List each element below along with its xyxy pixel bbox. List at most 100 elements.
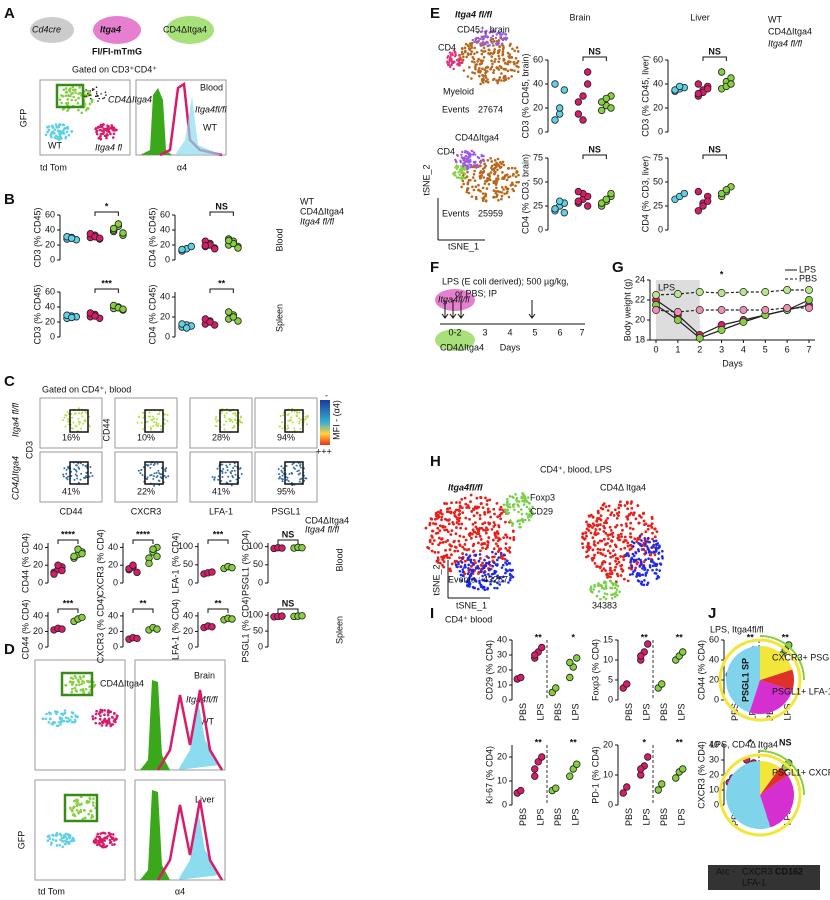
cell-dot: [105, 136, 108, 140]
cell-dot: [67, 842, 71, 845]
label: Gated on CD4⁺, blood: [42, 384, 131, 394]
cell-dot: [617, 538, 620, 541]
cell-dot: [471, 71, 474, 74]
cell-dot: [474, 38, 478, 41]
cell-dot: [482, 50, 485, 53]
label: 0-2: [448, 327, 461, 337]
data-point: [602, 94, 611, 103]
cell-dot: [68, 836, 72, 840]
cell-dot: [491, 62, 494, 66]
label: Spleen: [274, 304, 284, 332]
label: CD4⁺ blood: [445, 614, 492, 624]
cell-dot: [483, 162, 486, 166]
cell-dot: [82, 476, 85, 479]
cell-dot: [598, 539, 602, 543]
label: 10%: [137, 432, 155, 442]
cell-dot: [74, 473, 77, 476]
cell-dot: [630, 500, 634, 504]
y-tick-label: 100: [248, 541, 263, 551]
cell-dot: [481, 546, 484, 550]
cell-dot: [637, 548, 640, 551]
significance: NS: [588, 46, 601, 56]
cell-dot: [99, 132, 103, 136]
cell-dot: [596, 584, 600, 587]
cell-dot: [493, 159, 497, 162]
cell-dot: [78, 407, 81, 410]
x-tick-label: LPS: [536, 808, 546, 825]
cell-dot: [613, 595, 617, 598]
cell-dot: [78, 86, 81, 89]
cell-dot: [504, 546, 508, 550]
cell-dot: [489, 36, 493, 39]
cell-dot: [74, 469, 77, 472]
cell-dot: [494, 536, 498, 539]
cell-dot: [644, 551, 648, 555]
cell-dot: [489, 67, 493, 70]
data-point: [229, 313, 238, 321]
cell-dot: [228, 480, 231, 483]
cell-dot: [598, 528, 602, 531]
cell-dot: [504, 36, 507, 39]
cell-dot: [440, 518, 443, 522]
cell-dot: [156, 475, 159, 478]
cell-dot: [471, 562, 475, 565]
cell-dot: [631, 527, 635, 531]
cell-dot: [479, 584, 483, 587]
cell-dot: [484, 32, 487, 35]
cell-dot: [157, 469, 160, 472]
cell-dot: [524, 518, 527, 522]
cell-dot: [485, 29, 488, 33]
data-point: [234, 317, 242, 325]
cell-dot: [95, 91, 98, 93]
cell-dot: [499, 35, 503, 39]
y-axis-label: CD29 (% CD4): [484, 640, 494, 700]
cell-dot: [145, 463, 148, 466]
cell-dot: [159, 425, 162, 428]
cell-dot: [229, 418, 232, 421]
label: Events: [442, 104, 470, 114]
frame: [189, 451, 253, 503]
cell-dot: [475, 496, 479, 500]
cell-dot: [469, 568, 473, 571]
data-point: [619, 789, 627, 797]
data-point: [623, 783, 631, 791]
cell-dot: [474, 195, 478, 199]
cell-dot: [83, 93, 87, 97]
cell-dot: [450, 501, 453, 505]
cell-dot: [484, 199, 488, 203]
cell-dot: [431, 542, 434, 546]
cell-dot: [598, 566, 602, 570]
cell-dot: [610, 581, 614, 585]
cell-dot: [83, 102, 87, 106]
cell-dot: [609, 513, 613, 517]
cell-dot: [455, 521, 459, 524]
cell-dot: [599, 506, 603, 510]
cell-dot: [51, 722, 55, 725]
cell-dot: [149, 474, 152, 477]
cell-dot: [654, 549, 658, 553]
cell-dot: [80, 427, 83, 430]
cell-dot: [596, 523, 600, 527]
cell-dot: [49, 717, 52, 721]
x-tick-label: LPS: [783, 703, 793, 720]
cell-dot: [473, 40, 476, 43]
cell-dot: [527, 518, 531, 522]
cell-dot: [69, 87, 72, 91]
cell-dot: [473, 61, 476, 64]
cell-dot: [149, 466, 152, 469]
cell-dot: [427, 546, 431, 550]
cell-dot: [72, 88, 76, 92]
cell-dot: [463, 46, 467, 50]
cell-dot: [288, 473, 291, 476]
cell-dot: [500, 72, 503, 75]
cell-dot: [89, 97, 92, 100]
y-tick-label: 0: [714, 694, 719, 704]
cell-dot: [479, 563, 483, 567]
cell-dot: [453, 549, 457, 553]
cell-dot: [84, 410, 87, 413]
cell-dot: [458, 501, 462, 504]
cell-dot: [469, 158, 472, 162]
cell-dot: [505, 191, 509, 195]
cell-dot: [479, 502, 483, 505]
cell-dot: [604, 531, 608, 535]
